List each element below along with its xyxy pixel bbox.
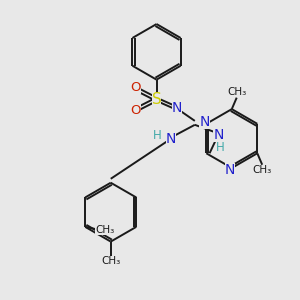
- Text: CH₃: CH₃: [101, 256, 120, 266]
- Text: N: N: [172, 101, 182, 116]
- Text: N: N: [213, 128, 224, 142]
- Text: N: N: [200, 115, 210, 129]
- Text: N: N: [225, 163, 235, 177]
- Text: H: H: [153, 129, 162, 142]
- Text: O: O: [130, 81, 140, 94]
- Text: N: N: [166, 131, 176, 146]
- Text: CH₃: CH₃: [95, 225, 115, 235]
- Text: S: S: [152, 92, 161, 107]
- Text: CH₃: CH₃: [253, 165, 272, 175]
- Text: CH₃: CH₃: [227, 87, 246, 97]
- Text: O: O: [130, 104, 140, 117]
- Text: H: H: [216, 141, 224, 154]
